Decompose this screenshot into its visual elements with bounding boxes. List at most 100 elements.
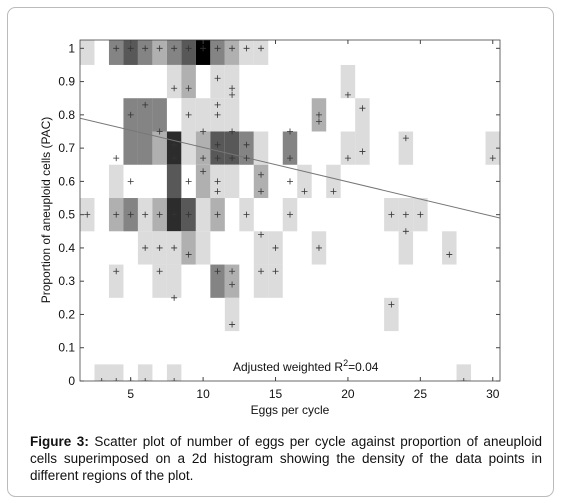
point xyxy=(185,45,192,52)
y-tick-label: 1 xyxy=(68,41,75,55)
hist-cell xyxy=(224,64,240,99)
point xyxy=(402,228,409,235)
hist-cell xyxy=(195,40,211,65)
hist-cell xyxy=(456,364,472,381)
point xyxy=(243,155,250,162)
point xyxy=(127,45,134,52)
hist-cell xyxy=(210,40,225,65)
point xyxy=(258,45,265,52)
x-tick-label: 5 xyxy=(127,387,134,401)
y-tick-label: 0.4 xyxy=(58,241,75,255)
point xyxy=(229,268,236,275)
point xyxy=(171,155,178,162)
point xyxy=(171,211,178,218)
hist-cell xyxy=(166,364,182,381)
hist-cell xyxy=(195,231,211,265)
point xyxy=(113,45,120,52)
point xyxy=(156,45,163,52)
point xyxy=(142,211,149,218)
point xyxy=(229,155,236,162)
point xyxy=(200,128,207,135)
point xyxy=(142,378,149,381)
x-tick-label: 10 xyxy=(196,387,210,401)
hist-cell xyxy=(166,264,182,298)
hist-cell xyxy=(224,297,240,332)
point xyxy=(460,378,467,381)
hist-cell xyxy=(195,98,211,132)
point xyxy=(446,251,453,258)
point xyxy=(171,378,178,381)
hist-cell xyxy=(210,131,225,165)
point xyxy=(272,244,279,251)
point xyxy=(287,211,293,218)
point xyxy=(214,111,221,118)
point xyxy=(214,211,221,218)
point xyxy=(156,211,163,218)
point xyxy=(156,244,163,251)
hist-cell xyxy=(181,40,196,65)
hist-cell xyxy=(181,231,196,265)
point xyxy=(315,244,322,251)
point xyxy=(127,211,134,218)
hist-cell xyxy=(442,231,457,265)
point xyxy=(258,268,265,275)
y-tick-label: 0.3 xyxy=(58,274,75,288)
point xyxy=(98,378,105,381)
hist-cell xyxy=(355,131,370,165)
hist-cell xyxy=(253,264,269,298)
hist-cell xyxy=(181,131,196,165)
hist-cell xyxy=(340,64,356,99)
point xyxy=(200,155,207,162)
hist-cell xyxy=(80,40,95,65)
data-layer xyxy=(80,40,500,381)
hist-cell xyxy=(355,98,370,132)
y-tick-label: 0.6 xyxy=(58,174,75,188)
x-axis-label: Eggs per cycle xyxy=(251,403,330,417)
y-tick-label: 0.1 xyxy=(58,341,75,355)
point xyxy=(344,155,351,162)
point xyxy=(185,178,192,185)
point xyxy=(200,45,207,52)
point xyxy=(229,281,236,288)
hist-cell xyxy=(108,40,124,65)
hist-cell xyxy=(384,297,399,332)
y-tick-label: 0.2 xyxy=(58,307,75,321)
hist-cell xyxy=(195,164,211,199)
point xyxy=(388,211,395,218)
point xyxy=(388,301,395,308)
hist-cell xyxy=(253,131,269,165)
point xyxy=(229,91,236,98)
point xyxy=(301,188,308,195)
axes-box xyxy=(79,39,501,382)
point xyxy=(171,141,178,148)
annotation-after: =0.04 xyxy=(348,360,379,374)
point xyxy=(185,111,192,118)
point xyxy=(185,85,192,92)
hist-cell xyxy=(297,164,312,199)
hist-cell xyxy=(195,131,211,165)
hist-cell xyxy=(108,364,124,381)
hist-cell xyxy=(137,98,153,132)
point xyxy=(171,294,178,301)
x-tick-label: 15 xyxy=(269,387,283,401)
hist-cell xyxy=(224,40,240,65)
point xyxy=(272,268,279,275)
hist-cell xyxy=(195,198,211,232)
annotation-sup: 2 xyxy=(343,358,348,368)
hist-cell xyxy=(210,264,225,298)
point xyxy=(229,128,236,135)
point xyxy=(142,101,149,108)
hist-cell xyxy=(253,40,269,65)
point xyxy=(214,75,221,82)
point xyxy=(142,45,149,52)
hist-cell xyxy=(210,64,225,99)
point xyxy=(315,111,322,118)
hist-cell xyxy=(398,131,414,165)
hist-cell xyxy=(340,131,356,165)
hist-cell xyxy=(94,364,109,381)
hist-cell xyxy=(398,231,414,265)
hist-cell xyxy=(253,164,269,199)
caption-text: Scatter plot of number of eggs per cycle… xyxy=(30,434,542,483)
point xyxy=(113,378,120,381)
